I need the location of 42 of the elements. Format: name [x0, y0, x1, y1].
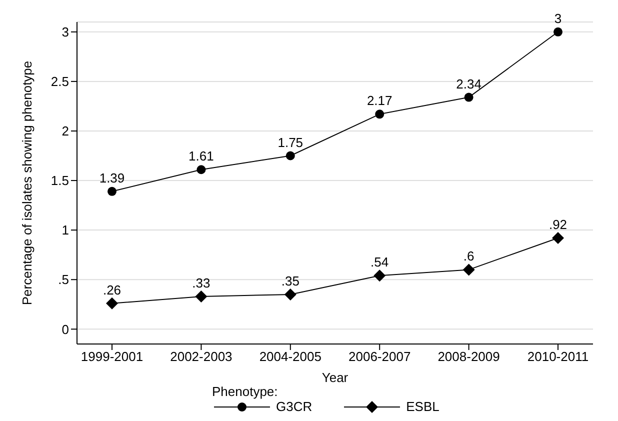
point — [196, 165, 206, 174]
point — [106, 297, 118, 310]
data-label: 2.17 — [366, 93, 392, 108]
point — [195, 290, 208, 302]
data-label: .6 — [463, 248, 474, 264]
point — [552, 232, 564, 244]
x-tick-label: 1999-2001 — [80, 349, 144, 364]
data-label: 2.34 — [456, 76, 482, 92]
data-label: 1.75 — [278, 134, 304, 150]
x-tick-label: 2006-2007 — [348, 349, 411, 364]
data-label: .33 — [192, 275, 210, 290]
legend-label: ESBL — [406, 399, 440, 414]
y-axis-title: Percentage of isolates showing phenotype — [20, 60, 35, 306]
point — [286, 151, 295, 160]
y-tick-label: 2.5 — [50, 74, 69, 90]
data-label: .54 — [370, 254, 389, 270]
legend-label: G3CR — [276, 399, 312, 414]
y-tick-label: 0 — [62, 322, 69, 337]
x-tick-label: 2010-2011 — [527, 349, 589, 364]
point — [554, 27, 562, 36]
data-label: .35 — [281, 273, 300, 288]
point — [462, 264, 475, 276]
legend-title: Phenotype: — [212, 384, 279, 399]
x-tick-label: 2004-2005 — [259, 349, 322, 364]
data-label: .26 — [102, 282, 122, 298]
x-tick-label: 2008-2009 — [438, 349, 500, 364]
point — [375, 110, 384, 119]
y-tick-label: 1 — [62, 222, 69, 238]
data-label: 1.39 — [99, 170, 125, 186]
y-tick-label: 3 — [62, 24, 69, 40]
point — [464, 92, 474, 102]
data-label: 1.61 — [188, 148, 214, 164]
y-tick-label: .5 — [58, 272, 69, 288]
point — [284, 288, 296, 300]
x-axis-title: Year — [322, 370, 349, 385]
x-tick-label: 2002-2003 — [170, 349, 232, 364]
y-tick-label: 1.5 — [50, 173, 69, 188]
y-tick-label: 2 — [62, 124, 69, 139]
point — [108, 186, 116, 196]
data-label: 3 — [554, 10, 562, 26]
data-label: .92 — [548, 216, 568, 232]
point — [374, 270, 386, 282]
